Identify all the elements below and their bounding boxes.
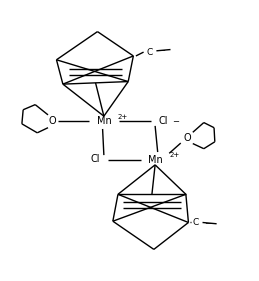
Text: −: − bbox=[109, 156, 116, 165]
Text: Cl: Cl bbox=[91, 154, 100, 164]
Text: C: C bbox=[146, 47, 152, 56]
Text: 2+: 2+ bbox=[118, 114, 128, 120]
Text: O: O bbox=[183, 133, 191, 143]
Text: 2+: 2+ bbox=[169, 152, 179, 158]
Text: Mn: Mn bbox=[148, 155, 162, 165]
Text: −: − bbox=[158, 46, 165, 55]
Text: Cl: Cl bbox=[159, 115, 168, 126]
Text: C: C bbox=[192, 218, 199, 227]
Text: O: O bbox=[49, 116, 56, 126]
Text: −: − bbox=[172, 117, 179, 126]
Text: −: − bbox=[204, 219, 211, 228]
Text: Mn: Mn bbox=[97, 116, 111, 126]
